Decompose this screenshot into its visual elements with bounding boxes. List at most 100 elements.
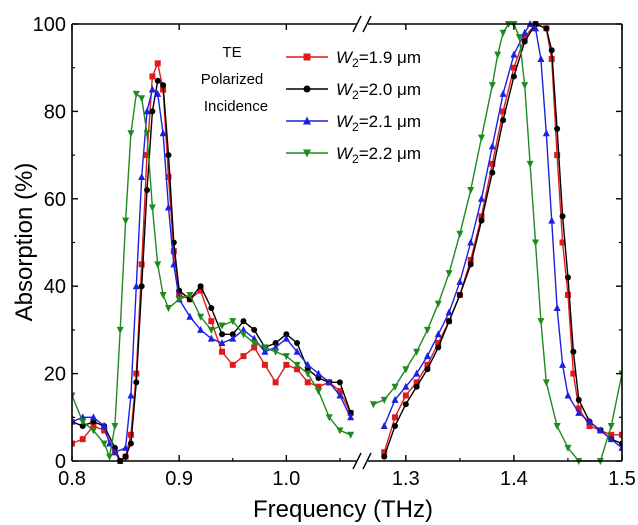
marker-square <box>138 261 145 268</box>
y-tick-label: 0 <box>55 451 66 473</box>
marker-circle <box>559 213 566 220</box>
marker-circle <box>240 318 247 325</box>
marker-circle <box>381 453 388 460</box>
marker-square <box>127 431 134 438</box>
marker-square <box>478 213 485 220</box>
marker-triangle-down <box>402 366 410 374</box>
marker-square <box>144 152 151 159</box>
series-2-left <box>72 77 354 464</box>
marker-triangle-up <box>391 395 399 403</box>
marker-triangle-down <box>303 149 311 158</box>
marker-circle <box>133 379 140 386</box>
legend-label: W2=2.1 μm <box>336 112 421 134</box>
annotation-line-2: Polarized <box>201 71 264 88</box>
marker-square <box>101 427 108 434</box>
marker-triangle-down <box>369 401 377 409</box>
marker-triangle-down <box>164 305 172 313</box>
marker-triangle-up <box>586 417 594 425</box>
marker-triangle-up <box>250 334 258 342</box>
marker-square <box>413 379 420 386</box>
marker-triangle-up <box>197 325 205 333</box>
marker-triangle-down <box>515 34 523 42</box>
marker-square <box>575 405 582 412</box>
marker-triangle-down <box>175 296 183 304</box>
marker-square <box>564 291 571 298</box>
marker-triangle-down <box>272 348 280 356</box>
series-line <box>72 92 351 460</box>
marker-triangle-down <box>143 130 151 138</box>
marker-triangle-up <box>488 142 496 150</box>
marker-circle <box>138 283 145 290</box>
legend-label-rest: =1.9 μm <box>359 48 421 67</box>
marker-triangle-up <box>537 54 545 62</box>
marker-circle <box>435 344 442 351</box>
marker-circle <box>165 152 172 159</box>
marker-square <box>240 353 247 360</box>
marker-triangle-down <box>72 392 76 400</box>
series-4 <box>72 21 622 465</box>
marker-triangle-down <box>148 204 156 212</box>
series-3-left <box>72 85 355 456</box>
legend-label-rest: =2.1 μm <box>359 112 421 131</box>
marker-triangle-up <box>111 448 119 456</box>
marker-square <box>402 392 409 399</box>
marker-triangle-down <box>122 217 130 225</box>
marker-triangle-up <box>380 422 388 430</box>
axis-break-mark <box>362 15 372 33</box>
marker-triangle-up <box>170 260 178 268</box>
marker-triangle-up <box>314 369 322 377</box>
marker-circle <box>543 25 550 32</box>
marker-triangle-up <box>548 216 556 224</box>
marker-circle <box>570 348 577 355</box>
marker-circle <box>283 331 290 338</box>
marker-triangle-down <box>494 51 502 59</box>
legend-entry-2: W2=2.0 μm <box>286 80 421 102</box>
marker-triangle-up <box>607 435 615 443</box>
marker-triangle-up <box>499 89 507 97</box>
marker-triangle-down <box>380 396 388 404</box>
marker-circle <box>489 169 496 176</box>
marker-triangle-down <box>132 90 140 98</box>
marker-circle <box>478 217 485 224</box>
marker-triangle-down <box>159 291 167 299</box>
marker-triangle-down <box>391 383 399 391</box>
marker-triangle-down <box>197 313 205 321</box>
marker-triangle-down <box>521 82 529 90</box>
marker-circle <box>229 331 236 338</box>
marker-square <box>489 160 496 167</box>
marker-triangle-up <box>143 107 151 115</box>
marker-triangle-down <box>347 431 355 439</box>
marker-circle <box>197 283 204 290</box>
marker-triangle-up <box>293 347 301 355</box>
legend-label-subscript: 2 <box>352 120 359 134</box>
marker-circle <box>446 318 453 325</box>
legend-label-subscript: 2 <box>352 88 359 102</box>
marker-triangle-down <box>106 453 114 461</box>
marker-circle <box>160 82 167 89</box>
marker-triangle-down <box>250 340 258 348</box>
marker-square <box>283 361 290 368</box>
marker-triangle-up <box>456 277 464 285</box>
marker-square <box>559 239 566 246</box>
marker-square <box>304 379 311 386</box>
marker-triangle-up <box>467 238 475 246</box>
marker-square <box>521 34 528 41</box>
marker-square <box>294 366 301 373</box>
annotation: TE Polarized Incidence <box>201 44 268 115</box>
legend-label-italic: W <box>336 112 354 131</box>
marker-triangle-up <box>564 391 572 399</box>
marker-triangle-up <box>434 330 442 338</box>
x-tick-label: 0.8 <box>58 468 86 490</box>
marker-triangle-up <box>207 334 215 342</box>
x-tick-label: 1.4 <box>500 468 528 490</box>
axes-layer: 0 20 40 60 80 100 0.8 0.9 1.0 1.3 1.4 1.5 <box>33 14 636 490</box>
y-tick-label: 80 <box>44 101 66 123</box>
marker-triangle-up <box>159 129 167 137</box>
marker-circle <box>424 366 431 373</box>
legend-label-subscript: 2 <box>352 56 359 70</box>
marker-triangle-down <box>526 160 534 168</box>
axis-break-mark <box>362 452 372 470</box>
marker-square <box>272 379 279 386</box>
marker-triangle-up <box>618 443 622 451</box>
marker-triangle-up <box>138 172 146 180</box>
